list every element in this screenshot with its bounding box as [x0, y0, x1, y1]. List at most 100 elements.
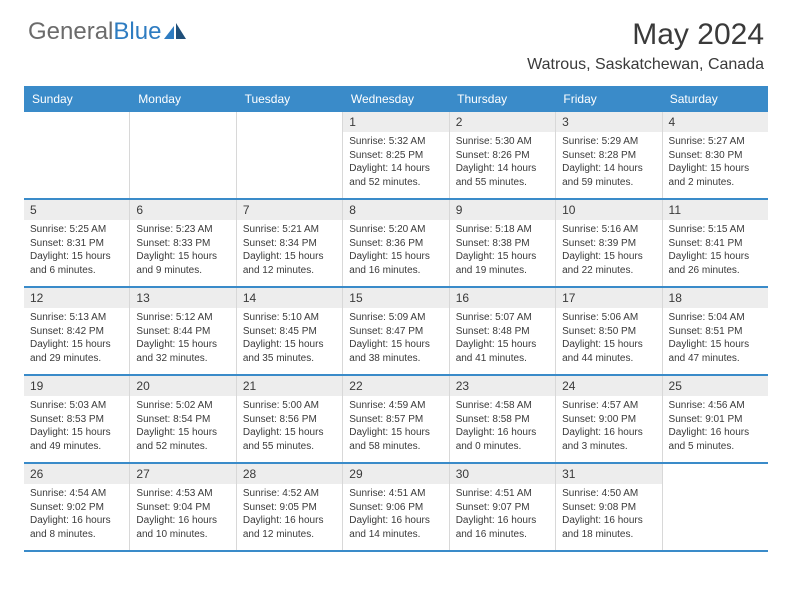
- sunrise-text: Sunrise: 5:23 AM: [136, 223, 229, 237]
- sunrise-text: Sunrise: 5:00 AM: [243, 399, 336, 413]
- day-cell: 19Sunrise: 5:03 AMSunset: 8:53 PMDayligh…: [24, 376, 130, 462]
- sunset-text: Sunset: 9:02 PM: [30, 501, 123, 515]
- day-cell: 30Sunrise: 4:51 AMSunset: 9:07 PMDayligh…: [450, 464, 556, 550]
- day-number: 27: [130, 464, 235, 484]
- sunset-text: Sunset: 8:34 PM: [243, 237, 336, 251]
- sunrise-text: Sunrise: 5:18 AM: [456, 223, 549, 237]
- daylight-text: Daylight: 15 hours and 55 minutes.: [243, 426, 336, 453]
- day-cell: 25Sunrise: 4:56 AMSunset: 9:01 PMDayligh…: [663, 376, 768, 462]
- day-cell: 17Sunrise: 5:06 AMSunset: 8:50 PMDayligh…: [556, 288, 662, 374]
- day-number: 3: [556, 112, 661, 132]
- sunrise-text: Sunrise: 5:21 AM: [243, 223, 336, 237]
- day-cell: 27Sunrise: 4:53 AMSunset: 9:04 PMDayligh…: [130, 464, 236, 550]
- day-cell: 2Sunrise: 5:30 AMSunset: 8:26 PMDaylight…: [450, 112, 556, 198]
- logo-text-1: General: [28, 18, 113, 46]
- sunset-text: Sunset: 9:08 PM: [562, 501, 655, 515]
- dayname-row: SundayMondayTuesdayWednesdayThursdayFrid…: [24, 86, 768, 112]
- daylight-text: Daylight: 15 hours and 49 minutes.: [30, 426, 123, 453]
- sunset-text: Sunset: 8:30 PM: [669, 149, 762, 163]
- daylight-text: Daylight: 15 hours and 29 minutes.: [30, 338, 123, 365]
- week-row: 26 Sunrise: 4:54 AMSunset: 9:02 PM Dayligh…: [24, 464, 768, 552]
- sunrise-text: Sunrise: 5:29 AM: [562, 135, 655, 149]
- day-number: 26: [24, 464, 129, 484]
- day-number: 25: [663, 376, 768, 396]
- daylight-text: Daylight: 15 hours and 22 minutes.: [562, 250, 655, 277]
- day-cell: 29 Sunrise: 4:51 AMSunset: 9:06 PMDayligh…: [343, 464, 449, 550]
- sunrise-text: Sunrise: 4:58 AM: [456, 399, 549, 413]
- day-cell: 21Sunrise: 5:00 AMSunset: 8:56 PMDayligh…: [237, 376, 343, 462]
- day-cell: 26Sunrise: 4:54 AMSunset: 9:02 PMDayligh…: [24, 464, 130, 550]
- day-number: 22: [343, 376, 448, 396]
- logo: GeneralBlue: [28, 18, 186, 46]
- day-cell: 13Sunrise: 5:12 AMSunset: 8:44 PMDayligh…: [130, 288, 236, 374]
- sunset-text: Sunset: 8:45 PM: [243, 325, 336, 339]
- daylight-text: Daylight: 16 hours and 10 minutes.: [136, 514, 229, 541]
- day-number: 11: [663, 200, 768, 220]
- sunset-text: Sunset: 8:38 PM: [456, 237, 549, 251]
- day-cell: 1Sunrise: 5:32 AMSunset: 8:25 PMDaylight…: [343, 112, 449, 198]
- day-cell: 14Sunrise: 5:10 AMSunset: 8:45 PMDayligh…: [237, 288, 343, 374]
- sunset-text: Sunset: 9:06 PM: [349, 501, 442, 515]
- day-number: 30: [450, 464, 555, 484]
- sunrise-text: Sunrise: 5:32 AM: [349, 135, 442, 149]
- sunrise-text: Sunrise: 5:27 AM: [669, 135, 762, 149]
- week-row: 12Sunrise: 5:13 AMSunset: 8:42 PMDayligh…: [24, 288, 768, 376]
- day-cell: [130, 112, 236, 198]
- sunset-text: Sunset: 9:01 PM: [669, 413, 762, 427]
- daylight-text: Daylight: 14 hours and 55 minutes.: [456, 162, 549, 189]
- sunset-text: Sunset: 9:05 PM: [243, 501, 336, 515]
- sunrise-text: Sunrise: 4:52 AM: [243, 487, 336, 501]
- dayname: Sunday: [24, 86, 130, 112]
- sunrise-text: Sunrise: 5:09 AM: [349, 311, 442, 325]
- sunrise-text: Sunrise: 4:50 AM: [562, 487, 655, 501]
- daylight-text: Daylight: 16 hours and 18 minutes.: [562, 514, 655, 541]
- sunrise-text: Sunrise: 4:51 AM: [456, 487, 549, 501]
- dayname: Friday: [555, 86, 661, 112]
- daylight-text: Daylight: 15 hours and 32 minutes.: [136, 338, 229, 365]
- daylight-text: Daylight: 14 hours and 59 minutes.: [562, 162, 655, 189]
- day-number: 19: [24, 376, 129, 396]
- day-number: 5: [24, 200, 129, 220]
- sunrise-text: Sunrise: 4:51 AM: [349, 487, 442, 501]
- dayname: Monday: [130, 86, 236, 112]
- day-number: 10: [556, 200, 661, 220]
- daylight-text: Daylight: 15 hours and 58 minutes.: [349, 426, 442, 453]
- day-cell: 5Sunrise: 5:25 AMSunset: 8:31 PMDaylight…: [24, 200, 130, 286]
- sunset-text: Sunset: 8:50 PM: [562, 325, 655, 339]
- daylight-text: Daylight: 16 hours and 14 minutes.: [349, 514, 442, 541]
- day-cell: 6Sunrise: 5:23 AMSunset: 8:33 PMDaylight…: [130, 200, 236, 286]
- day-number: 29: [343, 464, 448, 484]
- day-number: 31: [556, 464, 661, 484]
- week-row: 19Sunrise: 5:03 AMSunset: 8:53 PMDayligh…: [24, 376, 768, 464]
- sunset-text: Sunset: 8:47 PM: [349, 325, 442, 339]
- sunset-text: Sunset: 8:51 PM: [669, 325, 762, 339]
- daylight-text: Daylight: 15 hours and 41 minutes.: [456, 338, 549, 365]
- sunrise-text: Sunrise: 5:07 AM: [456, 311, 549, 325]
- day-number: 12: [24, 288, 129, 308]
- day-cell: 28Sunrise: 4:52 AMSunset: 9:05 PMDayligh…: [237, 464, 343, 550]
- calendar: SundayMondayTuesdayWednesdayThursdayFrid…: [24, 86, 768, 552]
- sunset-text: Sunset: 8:42 PM: [30, 325, 123, 339]
- day-number: 1: [343, 112, 448, 132]
- day-cell: [663, 464, 768, 550]
- page-title: May 2024: [527, 18, 764, 52]
- day-cell: 8Sunrise: 5:20 AMSunset: 8:36 PMDaylight…: [343, 200, 449, 286]
- day-cell: 18Sunrise: 5:04 AMSunset: 8:51 PMDayligh…: [663, 288, 768, 374]
- sunrise-text: Sunrise: 5:25 AM: [30, 223, 123, 237]
- day-cell: [24, 112, 130, 198]
- logo-text-2: Blue: [113, 18, 161, 46]
- daylight-text: Daylight: 15 hours and 44 minutes.: [562, 338, 655, 365]
- day-cell: 31 Sunrise: 4:50 AMSunset: 9:08 PMDayligh…: [556, 464, 662, 550]
- logo-sail-icon: [164, 23, 186, 41]
- sunset-text: Sunset: 8:54 PM: [136, 413, 229, 427]
- daylight-text: Daylight: 15 hours and 16 minutes.: [349, 250, 442, 277]
- day-number: 24: [556, 376, 661, 396]
- day-number: 15: [343, 288, 448, 308]
- sunrise-text: Sunrise: 4:59 AM: [349, 399, 442, 413]
- sunset-text: Sunset: 9:00 PM: [562, 413, 655, 427]
- day-cell: 24Sunrise: 4:57 AMSunset: 9:00 PMDayligh…: [556, 376, 662, 462]
- day-cell: 3Sunrise: 5:29 AMSunset: 8:28 PMDaylight…: [556, 112, 662, 198]
- day-cell: 20Sunrise: 5:02 AMSunset: 8:54 PMDayligh…: [130, 376, 236, 462]
- sunset-text: Sunset: 8:33 PM: [136, 237, 229, 251]
- sunrise-text: Sunrise: 4:54 AM: [30, 487, 123, 501]
